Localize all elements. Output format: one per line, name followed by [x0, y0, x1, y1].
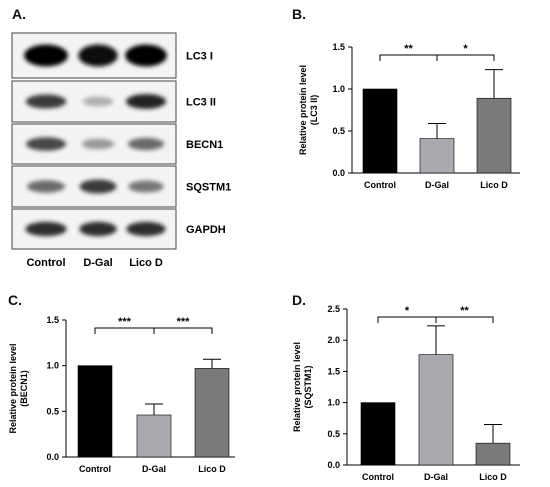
y-tick-label: 0.0	[327, 460, 340, 470]
y-tick-label: 1.5	[327, 366, 340, 376]
y-tick-label: 1.5	[46, 315, 59, 325]
bar-lico-d	[476, 97, 512, 174]
significance-label: ***	[177, 316, 191, 328]
blot-band	[24, 44, 68, 67]
significance-label: ***	[118, 316, 132, 328]
bar-lico-d	[475, 442, 511, 466]
blot-band-label: BECN1	[186, 139, 223, 151]
blot-band	[25, 137, 67, 151]
category-label: Control	[79, 464, 111, 474]
western-blot: LC3 I LC3 II BECN1 SQSTM1 GAPDH Control D-Gal L…	[11, 32, 231, 269]
blot-band	[25, 221, 67, 237]
panel-letter-d: D.	[292, 292, 306, 308]
category-label: D-Gal	[424, 472, 448, 482]
y-tick-label: 1.0	[332, 84, 345, 94]
y-tick-label: 1.5	[332, 42, 345, 52]
panel-letter-b: B.	[292, 6, 306, 22]
category-label: D-Gal	[142, 464, 166, 474]
y-tick-label: 0.5	[46, 406, 59, 416]
blot-band	[79, 221, 117, 237]
y-axis-label: Relative protein level	[298, 65, 308, 155]
blot-band	[127, 137, 165, 151]
category-label: Control	[364, 180, 396, 190]
blot-band	[128, 180, 164, 193]
blot-row-lc3-ii: LC3 II	[11, 80, 216, 123]
bar-d-gal	[419, 138, 455, 174]
y-tick-label: 1.0	[46, 361, 59, 371]
y-tick-label: 2.0	[327, 335, 340, 345]
significance-label: *	[405, 305, 410, 317]
panel-letter-c: C.	[8, 292, 22, 308]
blot-row-becn1: BECN1	[11, 123, 223, 165]
bar-d-gal	[418, 354, 454, 466]
panel-letter-a: A.	[12, 6, 26, 22]
significance-bracket	[153, 327, 213, 334]
blot-band	[81, 138, 115, 150]
blot-row-lc3-i: LC3 I	[11, 32, 213, 79]
blot-lane-label: Control	[26, 257, 65, 269]
significance-bracket	[377, 316, 437, 323]
blot-band-label: LC3 I	[186, 51, 213, 63]
significance-label: *	[463, 43, 468, 55]
blot-band-label: SQSTM1	[186, 182, 231, 194]
blot-band	[79, 179, 117, 194]
chart-b: 0.0 0.5 1.0 1.5 Relative protein level (LC3 I…	[298, 42, 520, 190]
y-tick-label: 0.5	[332, 126, 345, 136]
blot-band	[82, 96, 114, 107]
y-tick-label: 2.5	[327, 304, 340, 314]
bar-control	[360, 402, 396, 466]
blot-band	[125, 94, 167, 109]
y-axis-label: Relative protein level	[8, 343, 18, 433]
y-tick-label: 0.0	[332, 168, 345, 178]
blot-band	[26, 180, 66, 193]
blot-lane-label: Lico D	[129, 257, 163, 269]
significance-label: **	[404, 43, 413, 55]
blot-band	[25, 94, 67, 109]
blot-band	[78, 44, 118, 67]
blot-band-label: LC3 II	[186, 97, 216, 109]
chart-d: 0.0 0.5 1.0 1.5 2.0 2.5 Relative protein level…	[292, 304, 520, 482]
y-axis-label: (BECN1)	[19, 370, 29, 407]
blot-row-sqstm1: SQSTM1	[11, 165, 231, 208]
significance-bracket	[436, 54, 495, 61]
y-axis-label: (LC3 II)	[309, 95, 319, 126]
bar-lico-d	[194, 368, 230, 458]
category-label: Lico D	[198, 464, 226, 474]
significance-bracket	[94, 327, 155, 334]
category-label: D-Gal	[425, 180, 449, 190]
y-axis-label: (SQSTM1)	[303, 365, 313, 408]
category-label: Control	[362, 472, 394, 482]
blot-band	[125, 44, 167, 67]
y-tick-label: 0.0	[46, 452, 59, 462]
significance-bracket	[379, 54, 438, 61]
y-tick-label: 1.0	[327, 398, 340, 408]
bar-d-gal	[136, 414, 172, 458]
bar-control	[362, 88, 398, 174]
blot-row-gapdh: GAPDH	[11, 208, 226, 250]
blot-band	[126, 221, 166, 237]
y-axis-label: Relative protein level	[292, 342, 302, 432]
category-label: Lico D	[479, 472, 507, 482]
category-label: Lico D	[480, 180, 508, 190]
chart-c: 0.0 0.5 1.0 1.5 Relative protein level (BECN1…	[8, 315, 235, 474]
significance-bracket	[435, 316, 494, 323]
y-tick-label: 0.5	[327, 429, 340, 439]
blot-band-label: GAPDH	[186, 224, 226, 236]
blot-lane-label: D-Gal	[83, 257, 112, 269]
bar-control	[77, 365, 113, 458]
significance-label: **	[460, 305, 469, 317]
